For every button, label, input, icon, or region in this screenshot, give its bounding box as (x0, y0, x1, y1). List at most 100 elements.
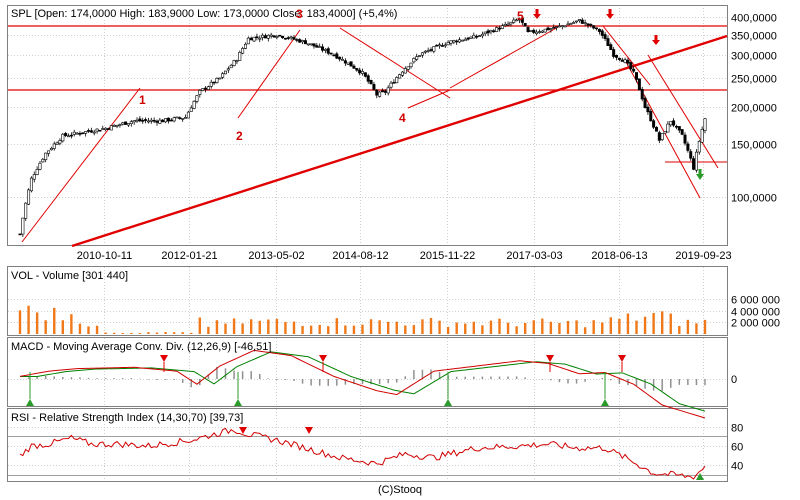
volume-bar (121, 332, 124, 334)
volume-bar (224, 323, 227, 334)
volume-bar (592, 320, 595, 334)
candle-body (478, 35, 482, 37)
candle-body (515, 19, 519, 22)
candle-body (415, 56, 419, 60)
trend-line (339, 27, 451, 99)
candle-body (398, 74, 402, 79)
volume-bar (138, 333, 142, 334)
candle-body (654, 127, 658, 132)
candle-body (429, 49, 433, 51)
volume-bar (618, 318, 621, 334)
candle-body (409, 62, 413, 68)
candle-body (649, 110, 653, 122)
candle-body (235, 60, 239, 63)
trend-line (647, 54, 719, 169)
volume-bar (309, 325, 313, 334)
macd-title: MACD - Moving Average Conv. Div. (12,26,… (11, 341, 271, 353)
candle-body (495, 27, 499, 32)
candle-body (600, 30, 604, 36)
candle-body (546, 27, 550, 31)
candle-body (32, 174, 36, 180)
candle-body (81, 132, 85, 135)
candle-body (597, 28, 601, 32)
volume-bar (558, 323, 561, 334)
volume-bar (446, 326, 450, 334)
candle-body (555, 26, 559, 28)
candle-body (64, 133, 68, 136)
candle-body (238, 52, 242, 61)
candle-body (666, 123, 670, 133)
candle-body (38, 162, 42, 170)
candle-body (640, 88, 644, 100)
volume-bar (635, 320, 638, 334)
candle-body (321, 46, 325, 51)
candle-body (395, 77, 399, 84)
candle-body (497, 27, 501, 30)
candle-body (89, 130, 93, 133)
rsi-y-tick: 60 (731, 442, 743, 454)
candle-body (523, 23, 527, 27)
candle-body (124, 121, 128, 125)
candle-body (532, 29, 536, 33)
candle-body (537, 31, 541, 33)
candle-body (29, 177, 33, 192)
candle-body (201, 88, 205, 91)
volume-title: VOL - Volume [301 440] (11, 270, 128, 282)
volume-y-tick: 4 000 000 (731, 307, 780, 319)
macd-series (19, 349, 706, 419)
candle-body (674, 125, 678, 128)
gridlines (8, 8, 727, 481)
volume-bars (18, 305, 707, 334)
volume-bar (112, 332, 116, 334)
candle-body (458, 39, 462, 43)
candle-body (312, 43, 316, 47)
candle-body (258, 37, 262, 40)
volume-bar (515, 326, 518, 334)
volume-bar (455, 322, 458, 334)
volume-bar (78, 323, 82, 334)
candle-body (301, 40, 305, 43)
candle-body (272, 35, 276, 38)
candle-body (572, 22, 576, 24)
candle-body (692, 158, 696, 170)
candle-body (326, 48, 330, 54)
macd-y-tick: 0 (731, 374, 737, 386)
candle-body (158, 119, 162, 124)
volume-bar (489, 320, 493, 334)
price-candles (18, 17, 707, 237)
candle-body (569, 23, 573, 25)
volume-bar (352, 325, 356, 334)
volume-bar (438, 320, 441, 334)
candle-body (346, 62, 350, 65)
x-tick-label: 2018-06-13 (591, 250, 647, 262)
price-y-tick: 400,0000 (731, 13, 777, 25)
candle-body (586, 23, 590, 26)
candle-body (400, 71, 404, 76)
volume-panel (7, 266, 728, 336)
candle-body (95, 128, 99, 132)
candle-body (232, 60, 236, 66)
trend-line (407, 89, 451, 109)
candle-body (252, 36, 256, 42)
candle-body (355, 68, 359, 71)
volume-bar (258, 320, 261, 334)
volume-bar (335, 318, 339, 334)
volume-bar (609, 317, 613, 334)
candle-body (492, 30, 496, 33)
trend-line (21, 87, 141, 243)
candle-body (446, 42, 450, 46)
candle-body (526, 27, 530, 32)
candle-body (412, 58, 416, 63)
volume-y-tick: 2 000 000 (731, 318, 780, 330)
candle-body (144, 119, 148, 121)
candle-body (289, 36, 293, 39)
x-tick-label: 2015-11-22 (420, 250, 475, 262)
candle-body (592, 25, 596, 29)
volume-bar (344, 325, 347, 334)
credit-text: (C)Stooq (377, 484, 423, 496)
candle-body (21, 217, 25, 235)
candle-body (472, 34, 476, 39)
candle-body (435, 44, 439, 47)
volume-bar (575, 320, 578, 334)
